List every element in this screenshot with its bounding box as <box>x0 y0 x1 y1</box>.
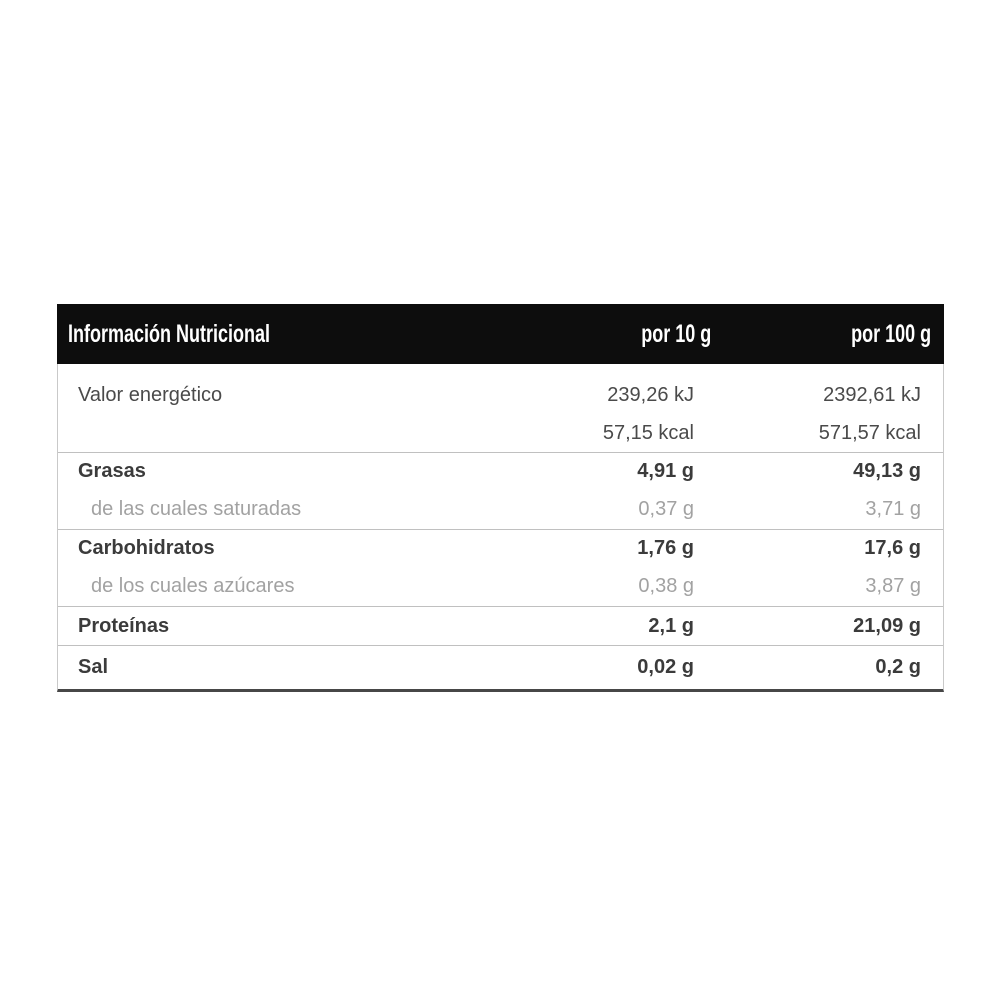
value-per-10g: 0,37 g <box>638 498 694 520</box>
value-per-100g: 3,71 g <box>865 498 921 520</box>
row-label: de los cuales azúcares <box>91 575 295 597</box>
value-per-100g: 0,2 g <box>875 656 921 678</box>
value-per-10g: 0,38 g <box>638 575 694 597</box>
value-per-100g: 2392,61 kJ <box>823 383 921 406</box>
column-header-per-10g: por 10 g <box>640 319 711 348</box>
value-per-100g: 571,57 kcal <box>818 421 921 444</box>
row-carbohidratos: Carbohidratos 1,76 g 17,6 g <box>58 529 943 567</box>
row-label: Sal <box>78 656 109 678</box>
row-carbohidratos-azucares: de los cuales azúcares 0,38 g 3,87 g <box>58 567 943 606</box>
value-per-10g: 1,76 g <box>637 537 694 559</box>
row-grasas-saturadas: de las cuales saturadas 0,37 g 3,71 g <box>58 490 943 529</box>
value-per-10g: 239,26 kJ <box>607 383 694 406</box>
row-grasas: Grasas 4,91 g 49,13 g <box>58 452 943 490</box>
value-per-100g: 17,6 g <box>864 537 921 559</box>
row-label: Carbohidratos <box>78 537 215 559</box>
nutrition-table: Información Nutricional por 10 g por 100… <box>57 304 944 692</box>
value-per-10g: 57,15 kcal <box>602 421 694 444</box>
value-per-100g: 49,13 g <box>853 460 921 482</box>
value-per-10g: 2,1 g <box>648 614 694 637</box>
row-label: Proteínas <box>78 614 170 637</box>
value-per-10g: 0,02 g <box>637 656 694 678</box>
column-header-per-100g: por 100 g <box>850 319 931 348</box>
table-title: Información Nutricional <box>68 319 271 348</box>
row-label: Grasas <box>78 460 146 482</box>
column-header-per-100g-cell: por 100 g <box>716 320 944 349</box>
table-header: Información Nutricional por 10 g por 100… <box>57 304 944 364</box>
row-valor-energetico-kcal: 57,15 kcal 571,57 kcal <box>58 414 943 452</box>
value-per-10g: 4,91 g <box>637 460 694 482</box>
row-proteinas: Proteínas 2,1 g 21,09 g <box>58 606 943 645</box>
row-sal: Sal 0,02 g 0,2 g <box>58 645 943 689</box>
column-header-per-10g-cell: por 10 g <box>541 320 716 349</box>
row-label: Valor energético <box>78 383 223 406</box>
row-label: de las cuales saturadas <box>91 498 302 520</box>
value-per-100g: 21,09 g <box>853 614 921 637</box>
row-valor-energetico-kj: Valor energético 239,26 kJ 2392,61 kJ <box>58 364 943 414</box>
table-title-cell: Información Nutricional <box>57 320 541 349</box>
value-per-100g: 3,87 g <box>865 575 921 597</box>
